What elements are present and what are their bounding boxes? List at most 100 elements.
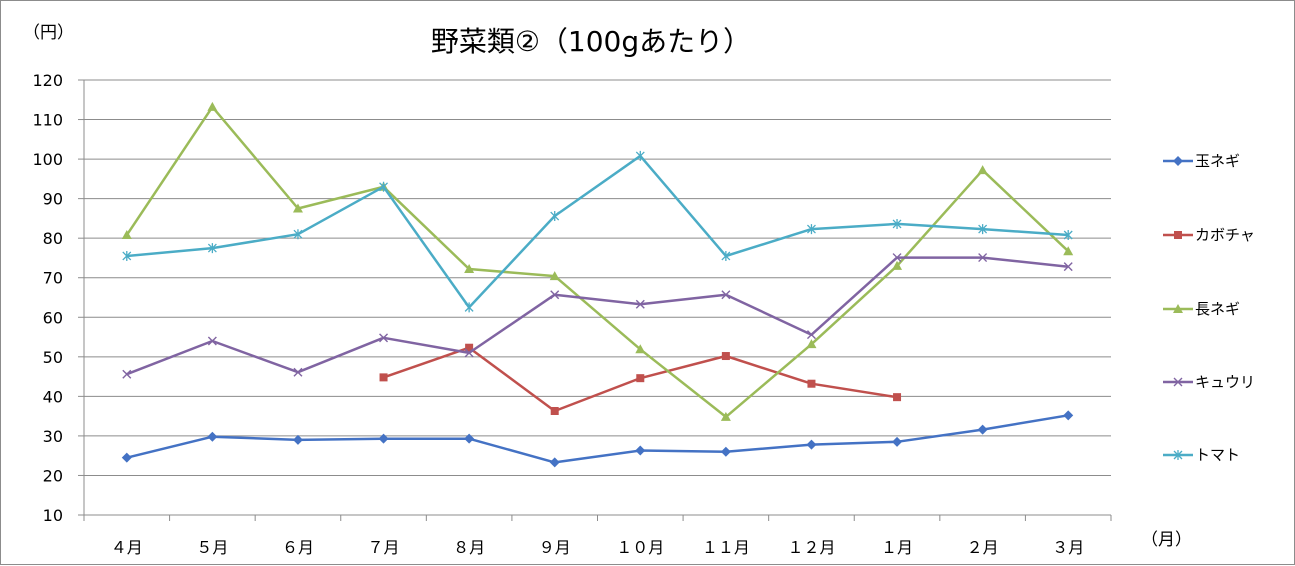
x-tick-label: ４月	[111, 538, 143, 557]
data-point	[635, 299, 645, 309]
data-point	[1063, 246, 1074, 256]
x-tick-label: ９月	[539, 538, 571, 557]
x-tick-label: １月	[881, 538, 913, 557]
x-tick-label: １０月	[616, 538, 664, 557]
legend-entry: カボチャ	[1163, 226, 1255, 244]
data-point	[892, 260, 903, 270]
series-group	[121, 101, 1074, 468]
legend-entry: トマト	[1163, 446, 1240, 464]
x-tick-label: １１月	[702, 538, 750, 557]
data-point	[121, 230, 132, 240]
legend-entry: 長ネギ	[1163, 300, 1240, 318]
series-1	[121, 410, 1074, 468]
y-tick-label: 100	[32, 150, 63, 169]
x-tick-label: ７月	[368, 538, 400, 557]
data-point	[721, 290, 731, 300]
data-point	[122, 369, 132, 379]
data-point	[464, 264, 475, 274]
data-point	[721, 250, 731, 261]
data-point	[207, 101, 218, 111]
data-point	[378, 433, 389, 444]
data-point	[207, 431, 218, 442]
chart-title: 野菜類②（100gあたり）	[431, 25, 751, 58]
data-point	[379, 333, 389, 343]
data-point	[721, 352, 730, 361]
data-point	[464, 302, 474, 313]
data-point	[292, 203, 303, 213]
data-point	[293, 229, 303, 240]
data-point	[550, 290, 560, 300]
axes: 10 20 30 40 50 60 70 80 90 100 110 120 ４月 ５月 ６月 ７月 ８月 ９月 １…	[32, 71, 1112, 557]
data-point	[636, 374, 645, 383]
y-tick-label: 10	[43, 506, 63, 525]
data-point	[978, 253, 988, 263]
data-point	[464, 433, 475, 444]
data-point	[720, 411, 731, 421]
legend-marker	[1173, 304, 1183, 313]
x-tick-label: ８月	[453, 538, 485, 557]
legend-entry: 玉ネギ	[1163, 152, 1240, 170]
x-tick-label: ５月	[196, 538, 228, 557]
x-tick-label: ６月	[282, 538, 314, 557]
data-point	[806, 330, 816, 340]
series-2	[379, 343, 902, 415]
series-line	[126, 414, 1069, 464]
data-point	[207, 243, 217, 254]
data-point	[549, 271, 560, 281]
legend-label: カボチャ	[1195, 226, 1255, 244]
legend-marker	[1173, 450, 1183, 460]
data-point	[550, 406, 559, 415]
y-axis-unit-label: （円）	[23, 23, 74, 43]
series-line	[126, 256, 1069, 376]
x-tick-label: ３月	[1052, 538, 1084, 557]
legend-entry: キュウリ	[1163, 373, 1255, 391]
data-point	[635, 445, 646, 456]
data-point	[635, 344, 646, 354]
data-point	[292, 434, 303, 445]
data-point	[893, 393, 902, 402]
data-point	[465, 343, 474, 352]
y-tick-label: 70	[43, 269, 63, 288]
x-tick-label: ２月	[967, 538, 999, 557]
legend-marker	[1173, 156, 1183, 166]
data-point	[807, 379, 816, 388]
data-point	[892, 218, 902, 229]
data-point	[1063, 262, 1073, 272]
legend-label: 玉ネギ	[1195, 152, 1240, 170]
data-point	[207, 336, 217, 346]
data-point	[806, 224, 816, 235]
series-4	[122, 253, 1073, 379]
data-point	[892, 436, 903, 447]
data-point	[379, 181, 389, 192]
gridlines	[84, 79, 1111, 516]
data-point	[549, 457, 560, 468]
y-tick-label: 30	[43, 427, 63, 446]
legend-label: 長ネギ	[1195, 300, 1240, 318]
y-tick-label: 80	[43, 229, 63, 248]
data-point	[1063, 230, 1073, 241]
y-tick-label: 20	[43, 466, 63, 485]
y-tick-label: 40	[43, 387, 63, 406]
series-line	[126, 154, 1069, 309]
y-tick-label: 90	[43, 190, 63, 209]
data-point	[892, 253, 902, 263]
series-5	[122, 150, 1073, 313]
y-tick-label: 60	[43, 308, 63, 327]
data-point	[635, 150, 645, 161]
data-point	[379, 373, 388, 382]
data-point	[121, 452, 132, 463]
data-point	[293, 367, 303, 377]
data-point	[977, 424, 988, 435]
data-point	[122, 250, 132, 261]
data-point	[977, 165, 988, 175]
series-3	[121, 101, 1074, 421]
data-point	[978, 224, 988, 235]
data-point	[720, 446, 731, 457]
x-tick-label: １２月	[787, 538, 835, 557]
data-point	[806, 339, 817, 349]
y-tick-label: 50	[43, 348, 63, 367]
data-point	[550, 211, 560, 222]
